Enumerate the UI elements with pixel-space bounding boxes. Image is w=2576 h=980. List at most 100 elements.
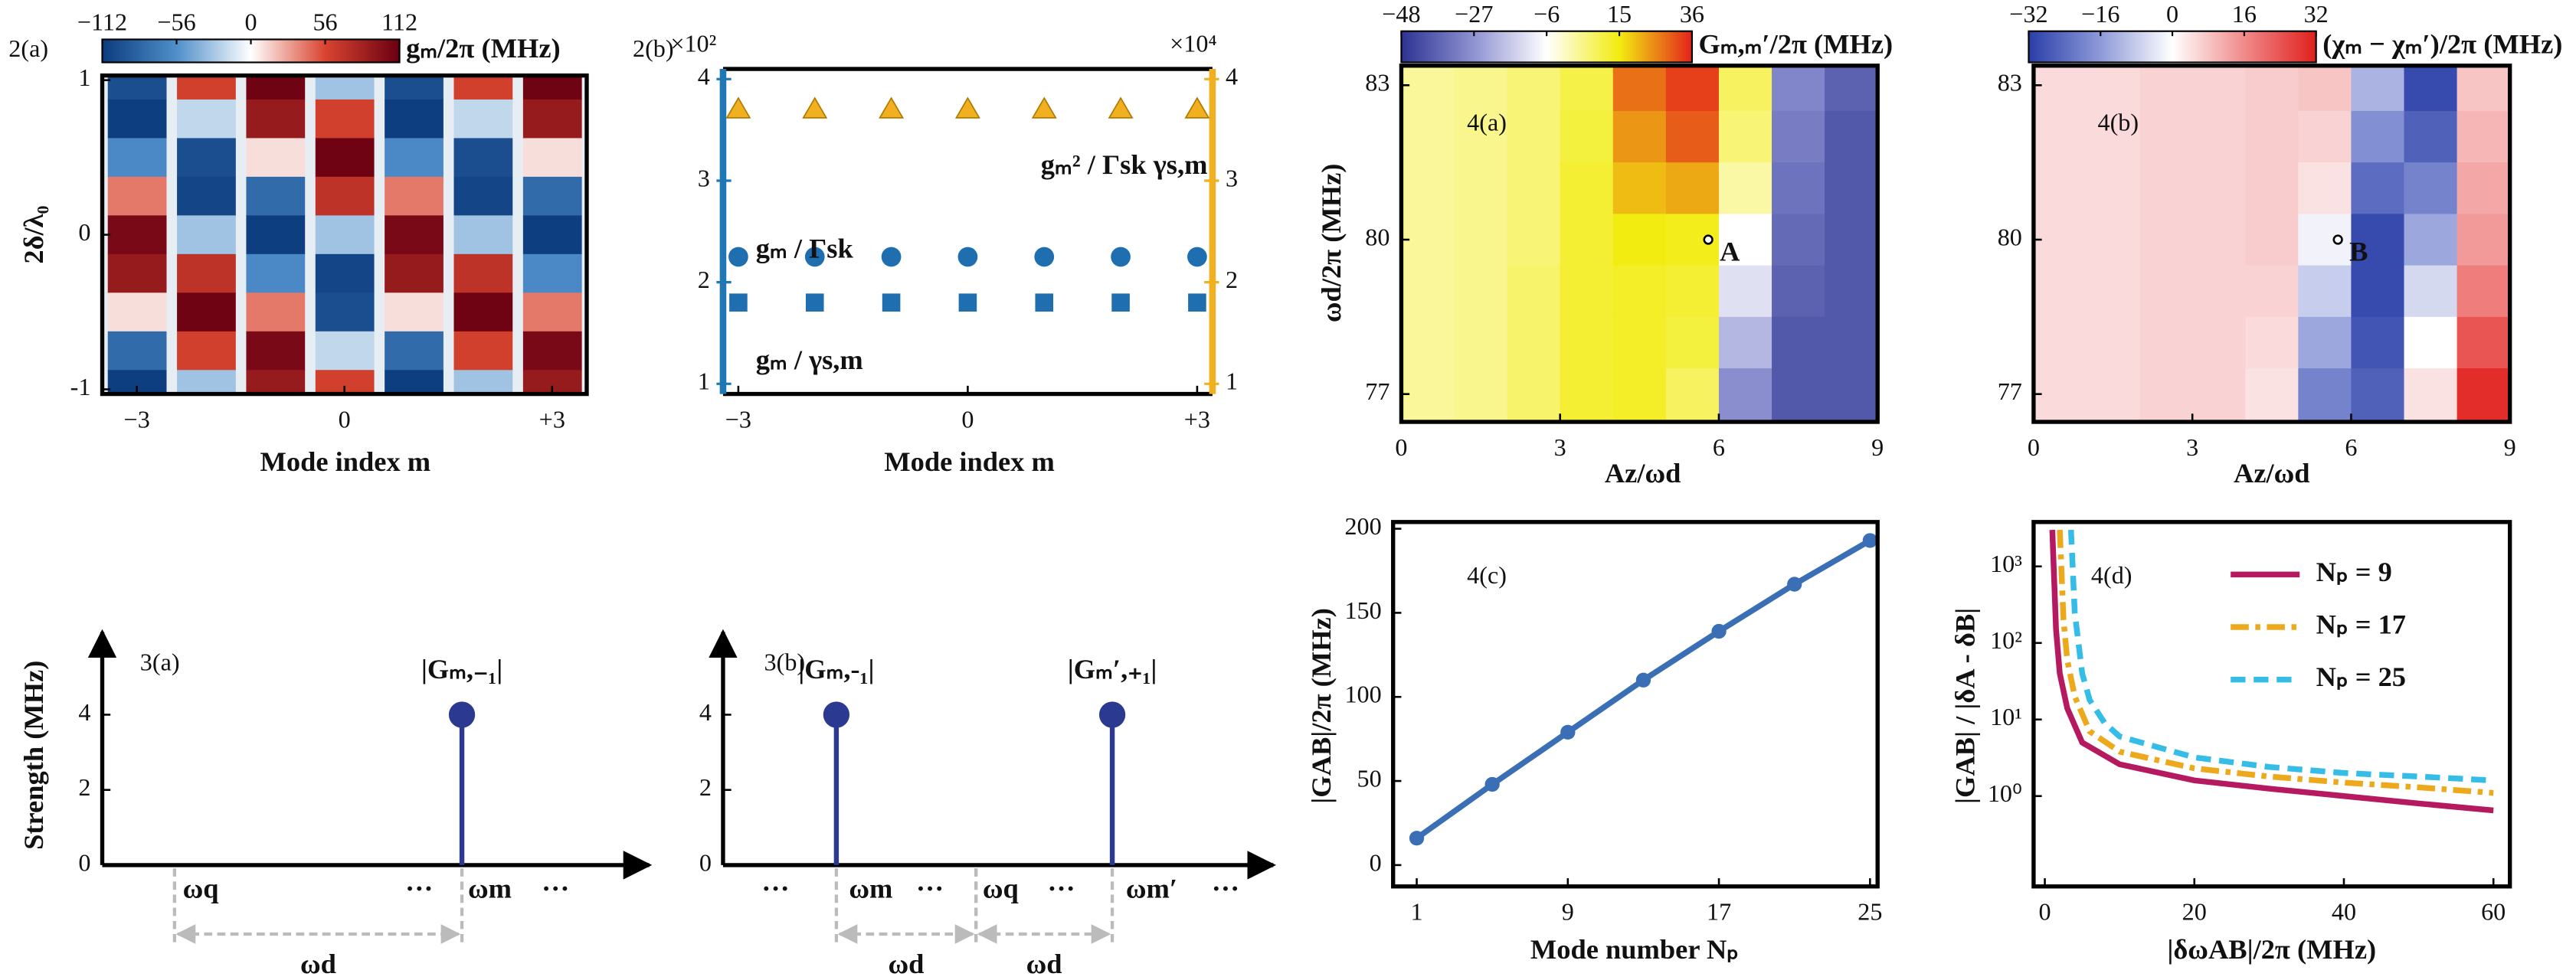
x-tick-label: −3: [124, 405, 150, 433]
heatmap-cell: [2192, 162, 2247, 215]
heatmap-cell: [1825, 110, 1878, 164]
marker: [1187, 247, 1207, 267]
heatmap-cell: [1718, 65, 1772, 112]
panel-label: 2(b): [633, 34, 674, 62]
heatmap-cell: [1401, 65, 1455, 112]
heatmap-cell: [385, 138, 444, 178]
heatmap-cell: [1665, 110, 1720, 164]
colorbar-tick-label: 16: [2232, 0, 2257, 28]
y-tick-label: 0: [1370, 848, 1382, 876]
heatmap-cell: [2033, 65, 2087, 112]
y-tick-label: 1: [698, 368, 710, 395]
x-annotation: ···: [1047, 874, 1075, 904]
x-tick-label: 0: [2028, 433, 2040, 461]
heatmap-cell: [315, 99, 375, 139]
heatmap-cell: [2033, 162, 2087, 215]
heatmap-cell: [2086, 316, 2140, 369]
heatmap-cell: [2298, 214, 2352, 266]
x-axis-label: Mode index m: [260, 446, 430, 477]
heatmap-cell: [107, 292, 167, 332]
colorbar-label: gₘ/2π (MHz): [406, 33, 561, 64]
y-tick-label: 0: [78, 218, 90, 246]
heatmap-cell: [2351, 65, 2405, 112]
series-line: [2067, 529, 2494, 784]
marker: [1409, 831, 1425, 846]
colorbar-tick-label: 32: [2304, 0, 2329, 28]
series-group: [1409, 533, 1877, 846]
marker: [805, 293, 824, 312]
series-line: [2049, 529, 2494, 814]
x-tick-label: 0: [339, 405, 351, 433]
heatmap-cell: [2086, 65, 2140, 112]
y-tick-label: 83: [1365, 69, 1389, 96]
heatmap-cell: [2139, 65, 2194, 112]
heatmap-cell: [315, 176, 375, 217]
heatmap-cell: [1454, 316, 1508, 369]
heatmap-cells: [2033, 65, 2510, 421]
heatmap-cell: [1507, 162, 1561, 215]
heatmap-cell: [385, 75, 444, 100]
heatmap-cell: [2457, 65, 2510, 112]
point-label: B: [2349, 237, 2368, 267]
heatmap-cell: [1772, 162, 1825, 215]
heatmap-cell: [1612, 162, 1667, 215]
x-annotation: ···: [1212, 874, 1239, 904]
heatmap-cell: [1718, 110, 1772, 164]
point-label: A: [1720, 237, 1740, 267]
colorbar-tick-label: 0: [2166, 0, 2178, 28]
x-axis-label: Az/ωd: [2234, 458, 2310, 488]
heatmap-cell: [1507, 110, 1561, 164]
plot-frame: [2031, 64, 2512, 424]
heatmap-cell: [315, 138, 375, 178]
heatmap-cell: [1665, 316, 1720, 369]
heatmap-cell: [522, 215, 582, 255]
heatmap-cell: [2033, 265, 2087, 318]
panel-label: 3(a): [140, 648, 180, 676]
marker: [725, 96, 751, 119]
y-tick-label: 50: [1357, 764, 1382, 792]
colorbar-tick-label: 56: [313, 8, 337, 36]
plot-frame: [2031, 520, 2512, 889]
heatmap-cell: [177, 370, 236, 394]
heatmap-cells: [107, 75, 582, 394]
x-annotation: ···: [405, 874, 433, 904]
heatmap-cell: [1401, 265, 1455, 318]
heatmap-cell: [177, 99, 236, 139]
heatmap-cell: [1454, 265, 1508, 318]
heatmap-cell: [177, 215, 236, 255]
heatmap-cell: [2139, 265, 2194, 318]
colorbar-tick-label: −6: [1533, 0, 1560, 28]
heatmap-cell: [522, 292, 582, 332]
heatmap-cell: [453, 176, 513, 217]
heatmap-cell: [2404, 265, 2458, 318]
marker: [1034, 247, 1055, 267]
heatmap-cell: [1612, 316, 1667, 369]
heatmap-cell: [107, 253, 167, 294]
heatmap-cell: [1401, 316, 1455, 369]
heatmap-cell: [1454, 368, 1508, 421]
x-tick-label: 1: [1411, 898, 1423, 926]
heatmap-cell: [2086, 162, 2140, 215]
heatmap-cell: [315, 75, 375, 100]
x-axis-label: |δωAB|/2π (MHz): [2167, 934, 2376, 965]
heatmap-cell: [2245, 316, 2299, 369]
x-annotation: ωm: [468, 874, 512, 904]
panel-label: 2(a): [8, 34, 48, 62]
heatmap-cell: [246, 99, 306, 139]
series-label: gₘ² / Γsk γs,m: [1041, 149, 1208, 180]
heatmap-cell: [246, 138, 306, 178]
heatmap-cell: [2139, 368, 2194, 421]
heatmap-cell: [2457, 162, 2510, 215]
heatmap-cell: [1401, 110, 1455, 164]
marker: [1108, 96, 1134, 119]
y-tick-label: 77: [1365, 377, 1389, 405]
heatmap-cell: [2351, 162, 2405, 215]
x-tick-label: 6: [2345, 433, 2357, 461]
heatmap-cell: [1665, 65, 1720, 112]
heatmap-cell: [2245, 214, 2299, 266]
series-group: [2049, 529, 2494, 814]
marker: [1184, 96, 1210, 119]
heatmap-cell: [1560, 214, 1614, 266]
y-axis-label: Strength (MHz): [18, 661, 49, 850]
x-annotation: ωq: [183, 874, 219, 904]
